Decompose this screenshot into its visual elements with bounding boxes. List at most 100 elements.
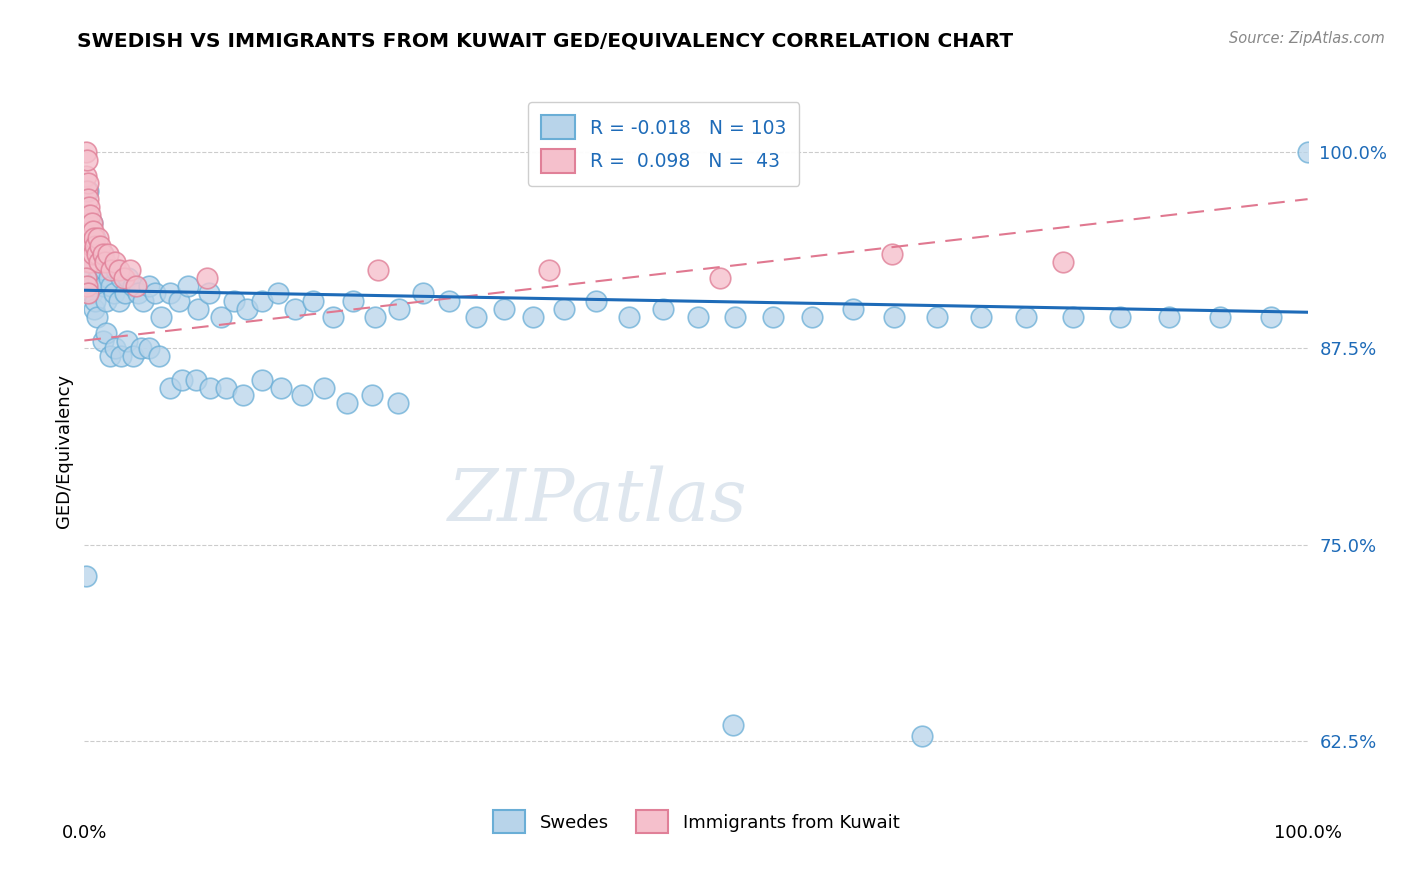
Point bbox=[1296, 145, 1319, 159]
Point bbox=[118, 263, 141, 277]
Point bbox=[79, 231, 101, 245]
Point bbox=[76, 278, 98, 293]
Point bbox=[177, 278, 200, 293]
Point bbox=[553, 302, 575, 317]
Point bbox=[110, 270, 132, 285]
Point bbox=[77, 223, 100, 237]
Point bbox=[122, 349, 145, 363]
Point bbox=[77, 247, 100, 261]
Point bbox=[122, 278, 145, 293]
Point bbox=[1062, 310, 1084, 324]
Point bbox=[464, 310, 486, 324]
Point bbox=[79, 208, 101, 222]
Point bbox=[83, 255, 105, 269]
Point bbox=[104, 255, 127, 269]
Point bbox=[841, 302, 863, 317]
Point bbox=[138, 342, 160, 356]
Point bbox=[129, 342, 152, 356]
Point bbox=[83, 302, 105, 317]
Point bbox=[302, 294, 325, 309]
Point bbox=[87, 231, 110, 245]
Point bbox=[1015, 310, 1038, 324]
Point bbox=[75, 145, 97, 159]
Point bbox=[82, 223, 104, 237]
Point bbox=[77, 231, 100, 245]
Point bbox=[1260, 310, 1282, 324]
Point bbox=[77, 239, 100, 253]
Point bbox=[652, 302, 675, 317]
Y-axis label: GED/Equivalency: GED/Equivalency bbox=[55, 374, 73, 527]
Point bbox=[132, 294, 155, 309]
Point bbox=[115, 334, 138, 348]
Text: SWEDISH VS IMMIGRANTS FROM KUWAIT GED/EQUIVALENCY CORRELATION CHART: SWEDISH VS IMMIGRANTS FROM KUWAIT GED/EQ… bbox=[77, 31, 1014, 50]
Point bbox=[98, 349, 121, 363]
Point bbox=[342, 294, 364, 309]
Point bbox=[89, 239, 111, 253]
Point bbox=[159, 381, 181, 395]
Point bbox=[172, 373, 194, 387]
Point bbox=[617, 310, 640, 324]
Point bbox=[107, 294, 129, 309]
Point bbox=[159, 286, 181, 301]
Point bbox=[387, 396, 409, 410]
Point bbox=[77, 286, 100, 301]
Point bbox=[1109, 310, 1132, 324]
Point bbox=[148, 349, 170, 363]
Point bbox=[291, 388, 314, 402]
Point bbox=[75, 255, 97, 269]
Point bbox=[522, 310, 544, 324]
Point bbox=[89, 255, 111, 269]
Point bbox=[96, 294, 118, 309]
Point bbox=[96, 326, 118, 340]
Point bbox=[77, 200, 100, 214]
Text: ZIPatlas: ZIPatlas bbox=[449, 466, 748, 536]
Point bbox=[1052, 255, 1074, 269]
Legend: Swedes, Immigrants from Kuwait: Swedes, Immigrants from Kuwait bbox=[479, 797, 912, 846]
Point bbox=[91, 247, 114, 261]
Point bbox=[209, 310, 232, 324]
Point bbox=[80, 286, 103, 301]
Point bbox=[86, 310, 108, 324]
Point bbox=[250, 294, 273, 309]
Point bbox=[367, 263, 389, 277]
Point bbox=[103, 286, 125, 301]
Point bbox=[86, 247, 108, 261]
Point bbox=[75, 270, 97, 285]
Point bbox=[1208, 310, 1230, 324]
Point bbox=[492, 302, 515, 317]
Point bbox=[75, 169, 97, 183]
Point bbox=[336, 396, 359, 410]
Point bbox=[284, 302, 307, 317]
Point bbox=[117, 270, 139, 285]
Point bbox=[360, 388, 382, 402]
Point bbox=[150, 310, 173, 324]
Point bbox=[80, 239, 103, 253]
Point bbox=[184, 373, 207, 387]
Point bbox=[762, 310, 785, 324]
Point bbox=[91, 334, 114, 348]
Point bbox=[187, 302, 209, 317]
Point bbox=[100, 278, 122, 293]
Point bbox=[388, 302, 411, 317]
Point bbox=[721, 718, 744, 732]
Point bbox=[77, 216, 100, 230]
Point bbox=[880, 247, 903, 261]
Point bbox=[77, 255, 100, 269]
Point bbox=[200, 381, 222, 395]
Point bbox=[138, 278, 160, 293]
Point bbox=[970, 310, 993, 324]
Point bbox=[215, 381, 238, 395]
Point bbox=[195, 270, 218, 285]
Point bbox=[104, 342, 127, 356]
Point bbox=[79, 255, 101, 269]
Point bbox=[97, 270, 120, 285]
Point bbox=[87, 263, 110, 277]
Point bbox=[709, 270, 731, 285]
Point bbox=[76, 184, 98, 198]
Point bbox=[585, 294, 607, 309]
Point bbox=[925, 310, 948, 324]
Point bbox=[724, 310, 747, 324]
Point bbox=[94, 255, 117, 269]
Point bbox=[222, 294, 245, 309]
Point bbox=[437, 294, 460, 309]
